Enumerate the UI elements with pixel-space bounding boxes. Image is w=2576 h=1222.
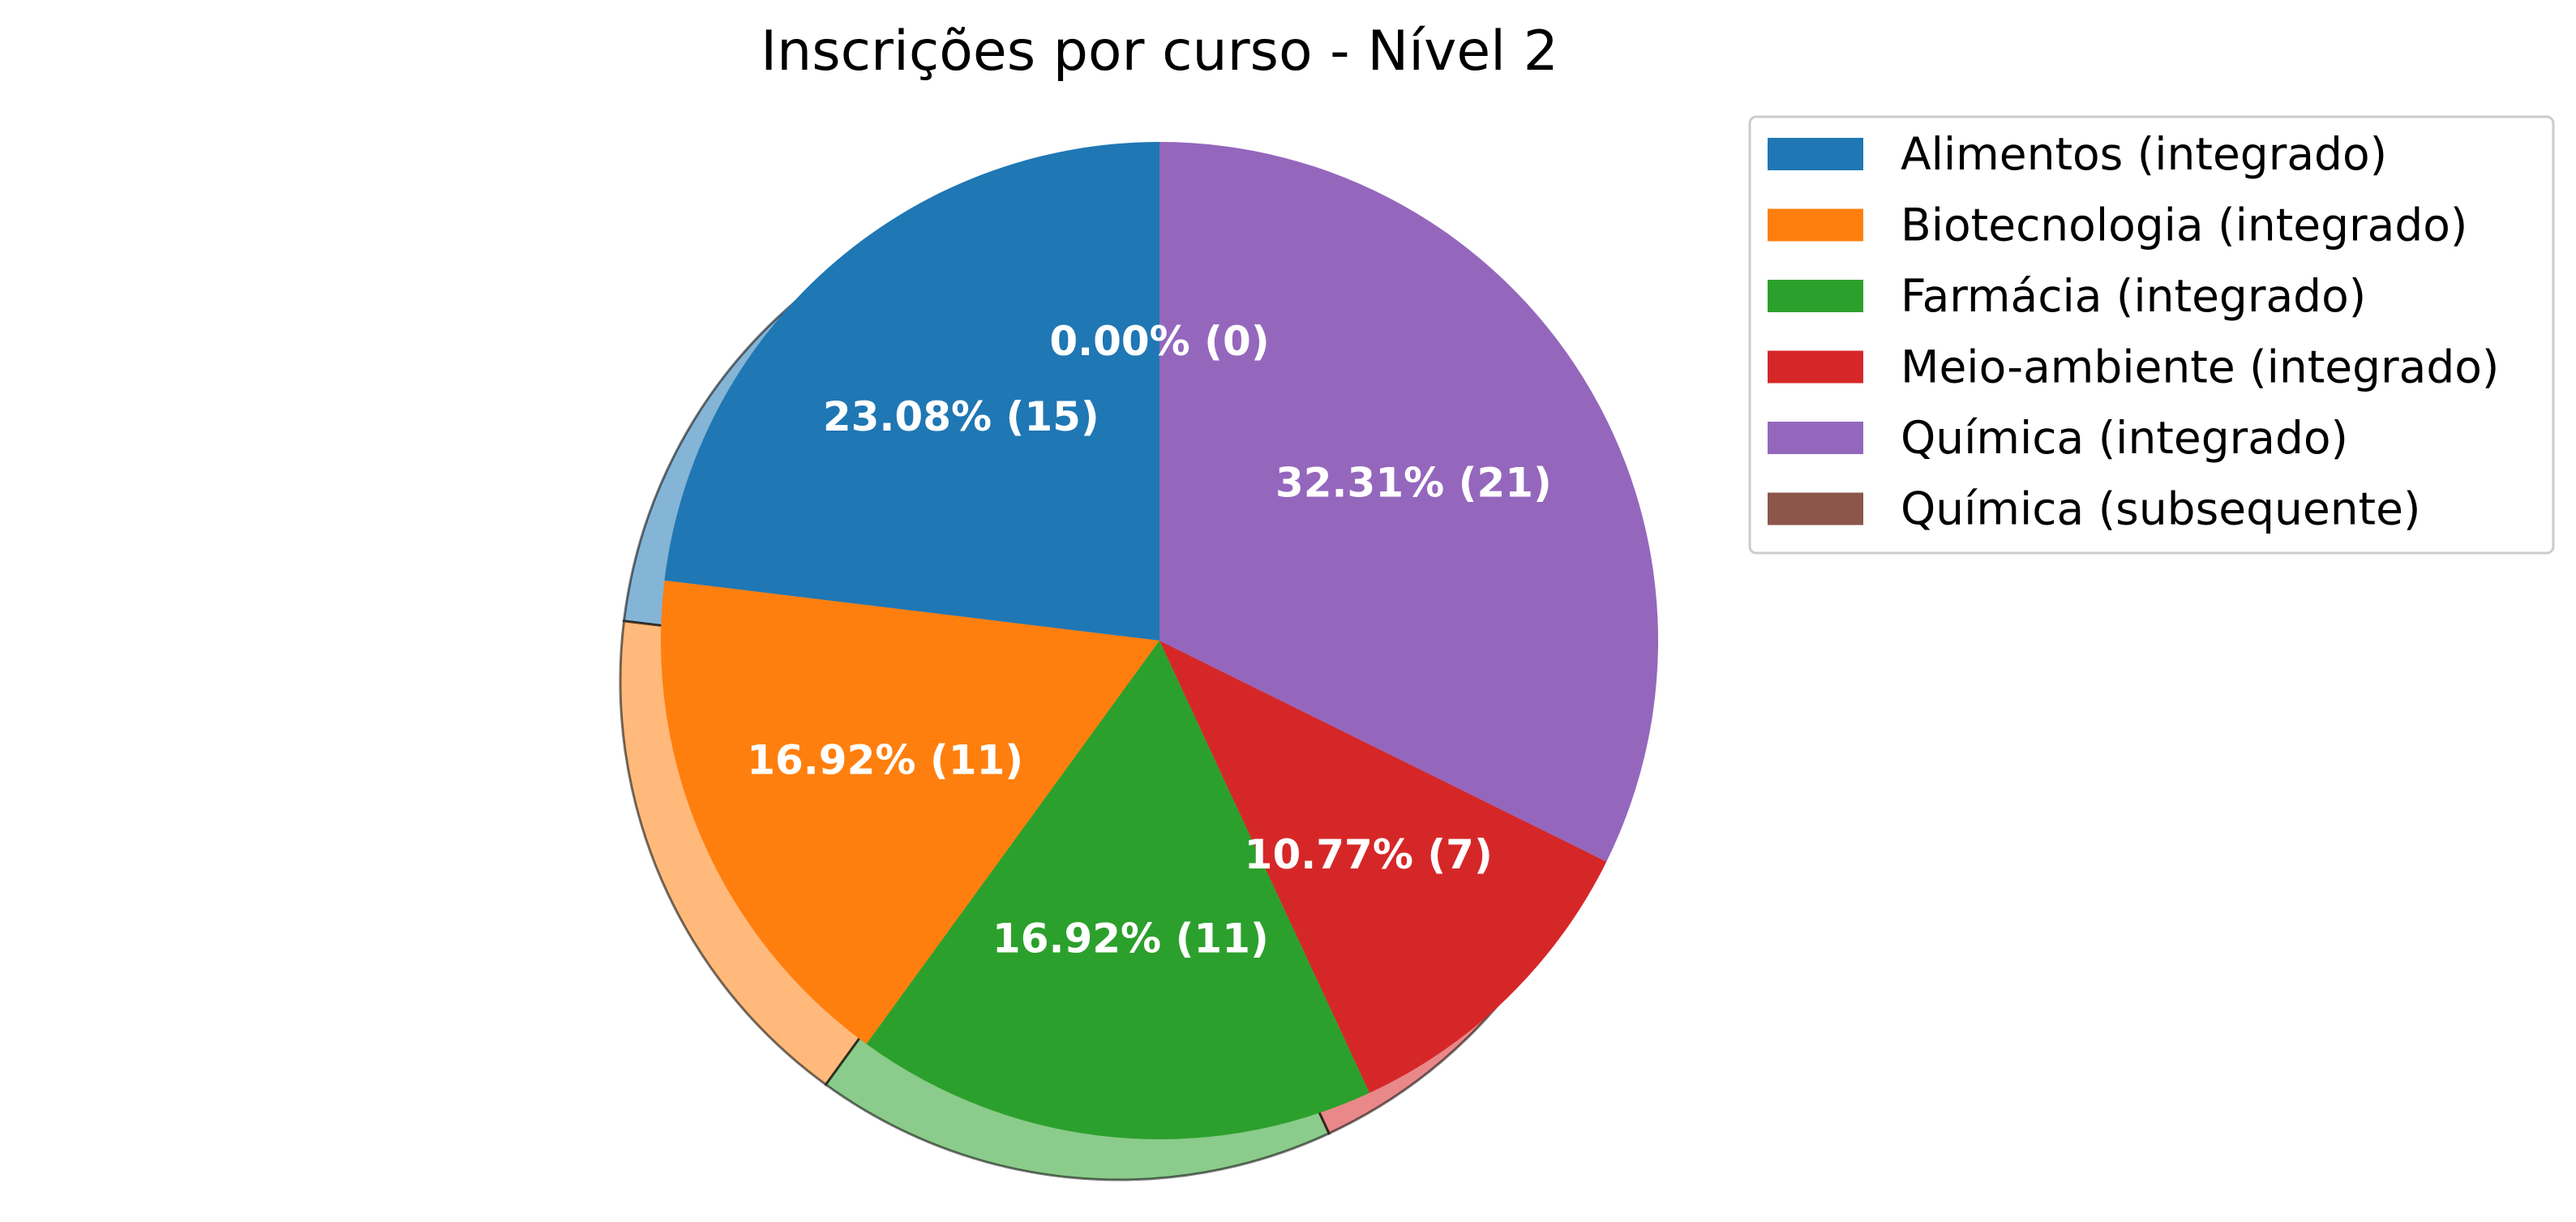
legend-label-quimica-integrado: Química (integrado) (1901, 412, 2348, 464)
legend-label-meio-ambiente-integrado: Meio-ambiente (integrado) (1901, 341, 2499, 393)
legend-items: Alimentos (integrado) Biotecnologia (inte… (1768, 128, 2499, 535)
legend-swatch-quimica-subsequente (1768, 492, 1863, 525)
legend-label-biotecnologia-integrado: Biotecnologia (integrado) (1901, 199, 2467, 251)
legend-item-meio-ambiente-integrado: Meio-ambiente (integrado) (1768, 341, 2499, 393)
slice-label-meio-ambiente-integrado: 10.77% (7) (1245, 831, 1493, 878)
legend-label-alimentos-integrado: Alimentos (integrado) (1901, 128, 2387, 180)
legend-swatch-farmacia-integrado (1768, 280, 1863, 312)
slice-label-biotecnologia-integrado: 16.92% (11) (747, 736, 1023, 783)
legend-swatch-meio-ambiente-integrado (1768, 350, 1863, 384)
slice-label-quimica-integrado: 32.31% (21) (1275, 459, 1552, 506)
legend-swatch-quimica-integrado (1768, 422, 1863, 454)
legend-swatch-alimentos-integrado (1768, 138, 1863, 170)
legend-item-alimentos-integrado: Alimentos (integrado) (1768, 128, 2387, 180)
legend-label-farmacia-integrado: Farmácia (integrado) (1901, 270, 2366, 322)
chart-title: Inscrições por curso - Nível 2 (761, 19, 1558, 84)
legend-item-quimica-integrado: Química (integrado) (1768, 412, 2348, 464)
pie-slices (661, 142, 1658, 1139)
legend-item-quimica-subsequente: Química (subsequente) (1768, 483, 2420, 535)
slice-label-farmacia-integrado: 16.92% (11) (992, 915, 1269, 962)
slice-alimentos-integrado (664, 142, 1159, 641)
slice-label-quimica-subsequente: 0.00% (0) (1049, 318, 1269, 365)
legend-item-farmacia-integrado: Farmácia (integrado) (1768, 270, 2366, 322)
slice-label-alimentos-integrado: 23.08% (15) (823, 393, 1099, 440)
legend-item-biotecnologia-integrado: Biotecnologia (integrado) (1768, 199, 2467, 251)
slice-quimica-integrado (1159, 142, 1658, 862)
legend: Alimentos (integrado) Biotecnologia (inte… (1748, 115, 2555, 555)
legend-label-quimica-subsequente: Química (subsequente) (1901, 483, 2420, 535)
slice-farmacia-integrado (866, 641, 1370, 1139)
slice-meio-ambiente-integrado (1159, 641, 1607, 1093)
legend-frame (1748, 115, 2555, 555)
slice-labels: 23.08% (15) 16.92% (11) 16.92% (11) 10.77% … (747, 318, 1552, 962)
legend-swatch-biotecnologia-integrado (1768, 208, 1863, 242)
slice-biotecnologia-integrado (661, 580, 1159, 1044)
